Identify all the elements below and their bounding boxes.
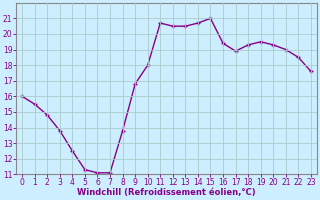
X-axis label: Windchill (Refroidissement éolien,°C): Windchill (Refroidissement éolien,°C) [77,188,256,197]
